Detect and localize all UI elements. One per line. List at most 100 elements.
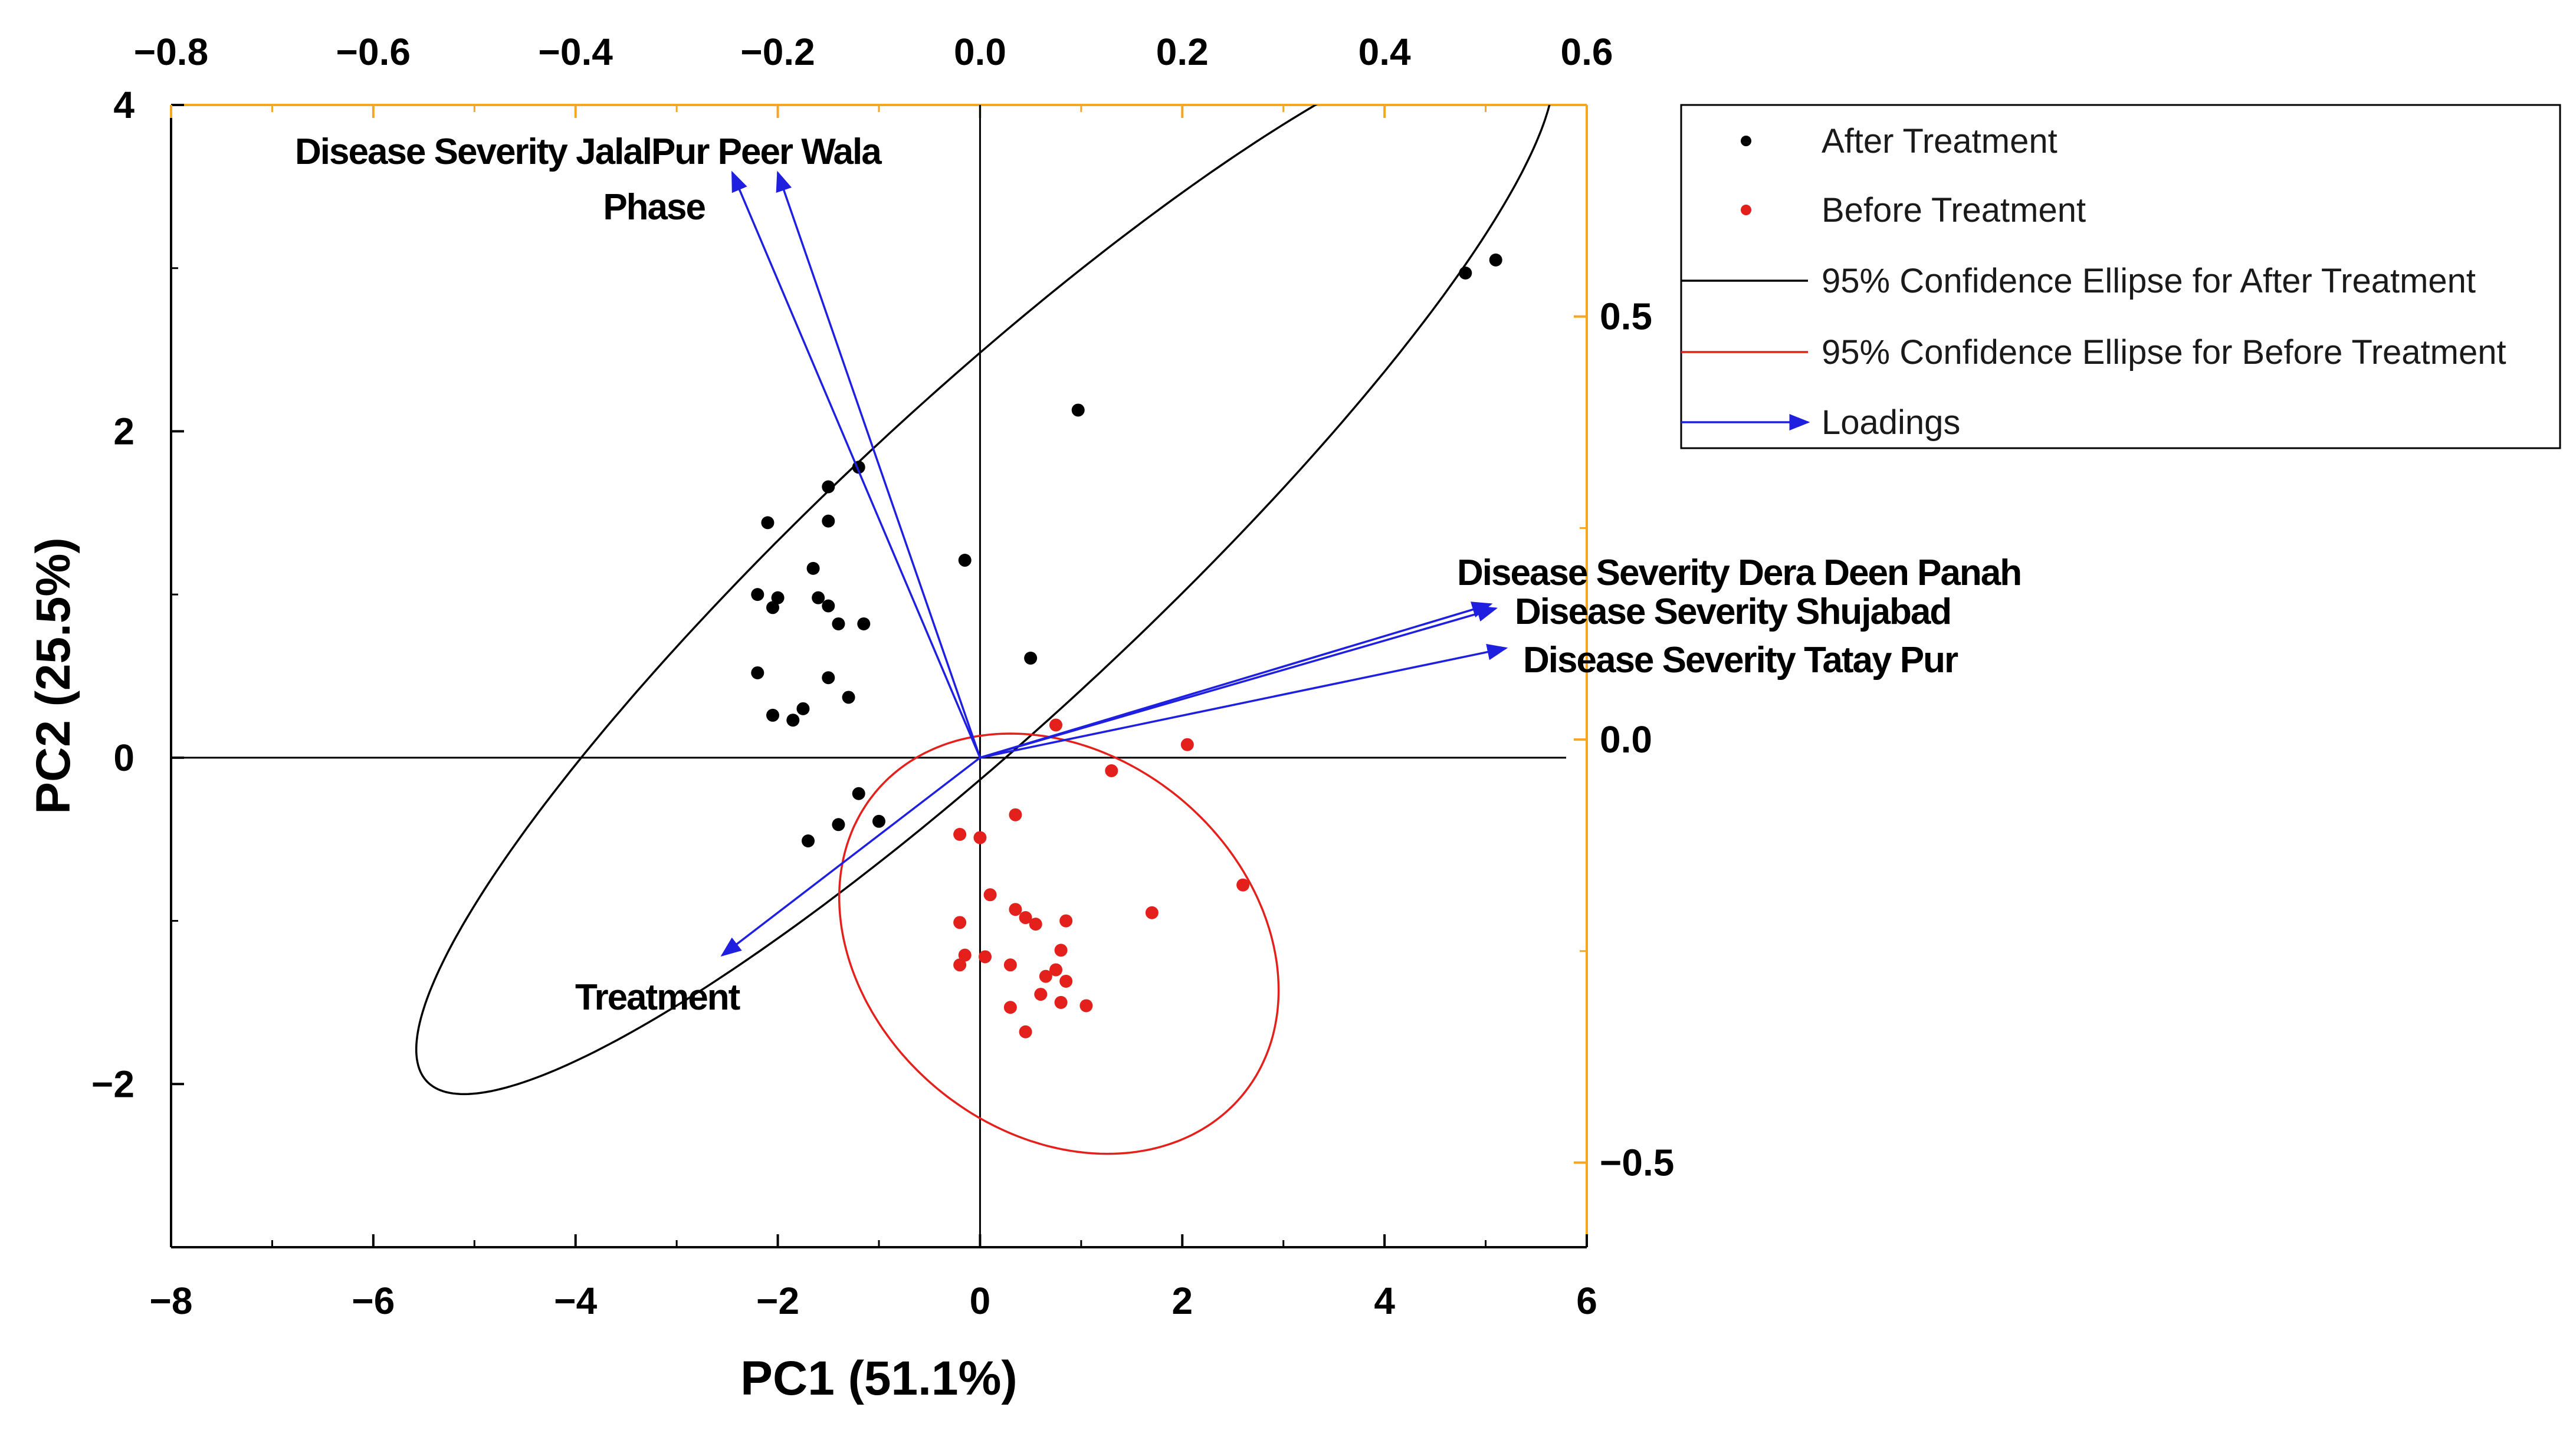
after-treatment-point: [766, 708, 779, 722]
loading-label: Disease Severity JalalPur Peer Wala: [295, 132, 882, 172]
legend: After Treatment Before Treatment 95% Confi…: [1680, 104, 2561, 449]
after-treatment-point: [958, 554, 972, 567]
after-treatment-point: [751, 666, 764, 679]
loading-vector: [720, 757, 981, 957]
x-axis-title: PC1 (51.1%): [740, 1352, 1017, 1405]
loading-vector: [979, 606, 1498, 759]
zero-reference-lines: [171, 105, 1566, 1247]
after-treatment-point: [761, 516, 775, 530]
legend-marker: [1741, 205, 1751, 215]
legend-label: Before Treatment: [1822, 191, 2086, 229]
after-treatment-point: [822, 480, 835, 494]
loading-label: Disease Severity Shujabad: [1515, 591, 1951, 632]
after-treatment-point: [872, 814, 885, 828]
confidence-ellipse-before-treatment: [838, 732, 1280, 1155]
before-treatment-point: [1039, 969, 1052, 983]
top-tick-label: 0.4: [1358, 31, 1411, 73]
before-treatment-point: [1019, 911, 1032, 925]
before-treatment-point: [1049, 718, 1062, 732]
after-treatment-point: [822, 671, 835, 685]
x-tick-label: −2: [756, 1280, 799, 1322]
y-axis-title: PC2 (25.5%): [27, 537, 80, 814]
loading-vector: [731, 170, 982, 758]
y-tick-label: 4: [113, 84, 134, 126]
x-tick-label: −8: [150, 1280, 193, 1322]
top-tick-label: −0.2: [740, 31, 815, 73]
before-treatment-point: [1059, 914, 1073, 928]
right-tick-label: 0.5: [1600, 295, 1652, 338]
loading-vector: [980, 643, 1508, 759]
before-treatment-point: [1009, 903, 1022, 916]
top-tick-label: −0.8: [134, 31, 208, 73]
after-treatment-point: [771, 591, 785, 604]
before-treatment-point: [1105, 764, 1118, 777]
after-treatment-point: [1489, 253, 1502, 267]
loading-vector: [776, 170, 982, 758]
after-treatment-point: [1024, 652, 1038, 665]
after-treatment-point: [842, 691, 855, 704]
loading-vectors: [720, 170, 1508, 957]
after-treatment-point: [857, 617, 871, 630]
x-tick-label: 0: [970, 1280, 991, 1322]
legend-box: [1680, 104, 2561, 449]
before-treatment-point: [979, 950, 992, 964]
legend-label: 95% Confidence Ellipse for After Treatme…: [1822, 262, 2476, 300]
before-treatment-point: [973, 831, 987, 844]
before-treatment-point: [1019, 1025, 1032, 1038]
top-tick-label: −0.4: [539, 31, 613, 73]
loading-label: Disease Severity Dera Deen Panah: [1457, 553, 2021, 593]
before-treatment-point: [1034, 988, 1048, 1001]
after-treatment-point: [812, 591, 825, 604]
loading-label: Treatment: [575, 977, 740, 1018]
before-treatment-point: [1079, 999, 1093, 1013]
legend-marker: [1741, 136, 1751, 146]
before-treatment-point: [953, 958, 967, 972]
after-treatment-point: [822, 599, 835, 613]
x-tick-label: −4: [554, 1280, 597, 1322]
before-treatment-point: [1003, 958, 1017, 972]
before-treatment-point: [1029, 918, 1042, 931]
x-tick-label: 4: [1374, 1280, 1395, 1322]
top-tick-label: 0.2: [1156, 31, 1209, 73]
top-tick-label: 0.6: [1561, 31, 1613, 73]
after-treatment-point: [786, 714, 800, 727]
legend-label: 95% Confidence Ellipse for Before Treatm…: [1822, 333, 2506, 372]
before-treatment-point: [1009, 808, 1022, 821]
loading-label: Disease Severity Tatay Pur: [1523, 640, 1958, 681]
x-tick-label: 2: [1171, 1280, 1193, 1322]
loading-label: Phase: [603, 187, 705, 228]
top-tick-label: −0.6: [336, 31, 411, 73]
before-treatment-point: [958, 948, 972, 962]
before-treatment-point: [1145, 906, 1159, 919]
before-treatment-point: [953, 827, 967, 841]
after-treatment-point: [806, 561, 820, 575]
after-treatment-point: [1459, 267, 1472, 280]
y-tick-label: −2: [91, 1063, 134, 1105]
right-tick-label: −0.5: [1600, 1142, 1674, 1184]
after-treatment-point: [766, 601, 779, 614]
after-treatment-point: [802, 834, 815, 847]
loading-labels: Disease Severity JalalPur Peer Wala Phase…: [295, 132, 2022, 1018]
before-treatment-point: [1054, 995, 1068, 1009]
confidence-ellipse-after-treatment: [415, 105, 1551, 1096]
confidence-ellipses: [415, 105, 1551, 1155]
after-treatment-point: [822, 514, 835, 528]
before-treatment-point: [1049, 963, 1062, 977]
after-treatment-point: [832, 617, 845, 630]
after-treatment-point: [1071, 403, 1085, 417]
before-treatment-point: [953, 916, 967, 929]
after-treatment-point: [852, 787, 865, 800]
after-treatment-point: [796, 702, 810, 715]
legend-label: After Treatment: [1822, 122, 2057, 160]
legend-label: Loadings: [1822, 403, 1960, 442]
right-tick-label: 0.0: [1600, 718, 1652, 761]
x-tick-label: −6: [352, 1280, 395, 1322]
before-treatment-point: [1059, 974, 1073, 988]
y-tick-label: 0: [113, 737, 134, 779]
y-tick-label: 2: [113, 410, 134, 452]
x-tick-label: 6: [1576, 1280, 1597, 1322]
score-points: [751, 253, 1502, 1038]
before-treatment-point: [1236, 878, 1250, 892]
